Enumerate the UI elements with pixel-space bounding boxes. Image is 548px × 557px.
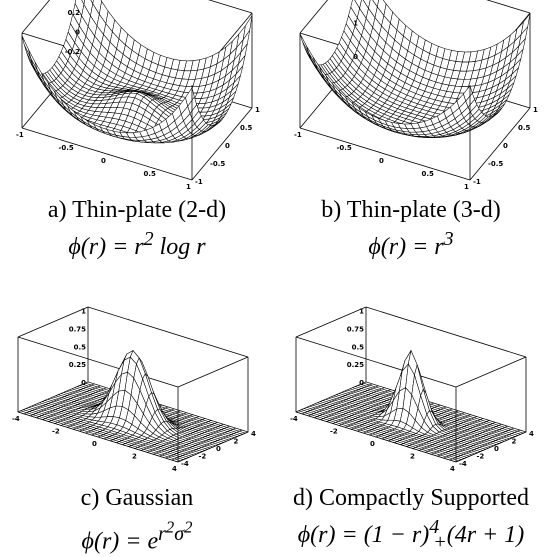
- plot-a: -1-0.500.51-1-0.500.510.60.40.20-0.2: [0, 0, 270, 192]
- z-tick-label: 0: [353, 53, 358, 61]
- caption-c-title: c) Gaussian: [0, 484, 274, 512]
- y-tick-label: 0: [503, 142, 508, 150]
- y-tick-label: -0.5: [210, 160, 225, 168]
- z-tick-label: 0.5: [74, 343, 87, 351]
- z-tick-label: -0.2: [65, 48, 80, 56]
- x-tick-label: 2: [410, 453, 415, 461]
- x-tick-label: -1: [294, 131, 302, 139]
- y-tick-label: -1: [473, 178, 481, 186]
- z-tick-label: 0.25: [69, 361, 86, 369]
- caption-c: c) Gaussian ϕ(r) = er2σ2: [0, 484, 274, 557]
- y-tick-label: 0: [225, 142, 230, 150]
- plot-b: -1-0.500.51-1-0.500.51210: [278, 0, 548, 192]
- caption-d-title: d) Compactly Supported: [274, 484, 548, 512]
- x-tick-label: 4: [172, 465, 177, 473]
- caption-a-formula: ϕ(r) = r2 log r: [0, 224, 274, 262]
- z-tick-label: 0.5: [352, 343, 365, 351]
- x-tick-label: -1: [16, 131, 24, 139]
- y-tick-label: 2: [512, 438, 517, 446]
- surface-mesh: [296, 351, 526, 462]
- caption-d: d) Compactly Supported ϕ(r) = (1 − r)4+(…: [274, 484, 548, 557]
- caption-a-title: a) Thin-plate (2-d): [0, 196, 274, 224]
- x-tick-label: -2: [330, 428, 338, 436]
- y-tick-label: 0.5: [240, 124, 253, 132]
- z-tick-label: 0.2: [68, 9, 81, 17]
- x-tick-label: -2: [52, 428, 60, 436]
- surface-mesh: [300, 0, 530, 138]
- z-tick-label: 0: [75, 29, 80, 37]
- z-tick-label: 0.75: [69, 325, 86, 333]
- x-tick-label: 2: [132, 453, 137, 461]
- y-tick-label: 4: [251, 430, 256, 438]
- z-tick-label: 0.75: [347, 325, 364, 333]
- y-tick-label: 4: [529, 430, 534, 438]
- z-tick-label: 0.25: [347, 361, 364, 369]
- y-tick-label: -2: [199, 453, 207, 461]
- x-tick-label: 0: [370, 440, 375, 448]
- caption-b-formula: ϕ(r) = r3: [274, 224, 548, 262]
- z-tick-label: 0: [81, 379, 86, 387]
- caption-d-formula: ϕ(r) = (1 − r)4+(4r + 1): [274, 512, 548, 557]
- z-tick-label: 1: [81, 308, 86, 316]
- y-tick-label: 0: [494, 445, 499, 453]
- x-tick-label: 0: [379, 157, 384, 165]
- caption-a: a) Thin-plate (2-d) ϕ(r) = r2 log r: [0, 196, 274, 262]
- x-tick-label: 1: [464, 183, 469, 191]
- y-tick-label: -4: [181, 460, 189, 468]
- x-tick-label: -0.5: [337, 144, 352, 152]
- z-tick-label: 1: [353, 20, 358, 28]
- x-tick-label: 0: [101, 157, 106, 165]
- y-tick-label: -0.5: [488, 160, 503, 168]
- z-tick-label: 0: [359, 379, 364, 387]
- y-tick-label: 1: [533, 106, 538, 114]
- x-tick-label: 4: [450, 465, 455, 473]
- caption-b-title: b) Thin-plate (3-d): [274, 196, 548, 224]
- x-tick-label: -0.5: [59, 144, 74, 152]
- y-tick-label: 0.5: [518, 124, 531, 132]
- x-tick-label: 0.5: [144, 170, 157, 178]
- surface-mesh: [18, 351, 248, 462]
- x-tick-label: 0: [92, 440, 97, 448]
- surface-mesh: [22, 0, 252, 143]
- y-tick-label: 0: [216, 445, 221, 453]
- x-tick-label: -4: [12, 415, 20, 423]
- caption-c-formula: ϕ(r) = er2σ2: [0, 512, 274, 557]
- y-tick-label: 1: [255, 106, 260, 114]
- x-tick-label: 0.5: [422, 170, 435, 178]
- caption-b: b) Thin-plate (3-d) ϕ(r) = r3: [274, 196, 548, 262]
- x-tick-label: 1: [186, 183, 191, 191]
- y-tick-label: -4: [459, 460, 467, 468]
- y-tick-label: -1: [195, 178, 203, 186]
- surface-plot-a: -1-0.500.51-1-0.500.510.60.40.20-0.2: [0, 0, 270, 192]
- surface-plot-b: -1-0.500.51-1-0.500.51210: [278, 0, 548, 192]
- y-tick-label: -2: [477, 453, 485, 461]
- x-tick-label: -4: [290, 415, 298, 423]
- z-tick-label: 1: [359, 308, 364, 316]
- y-tick-label: 2: [234, 438, 239, 446]
